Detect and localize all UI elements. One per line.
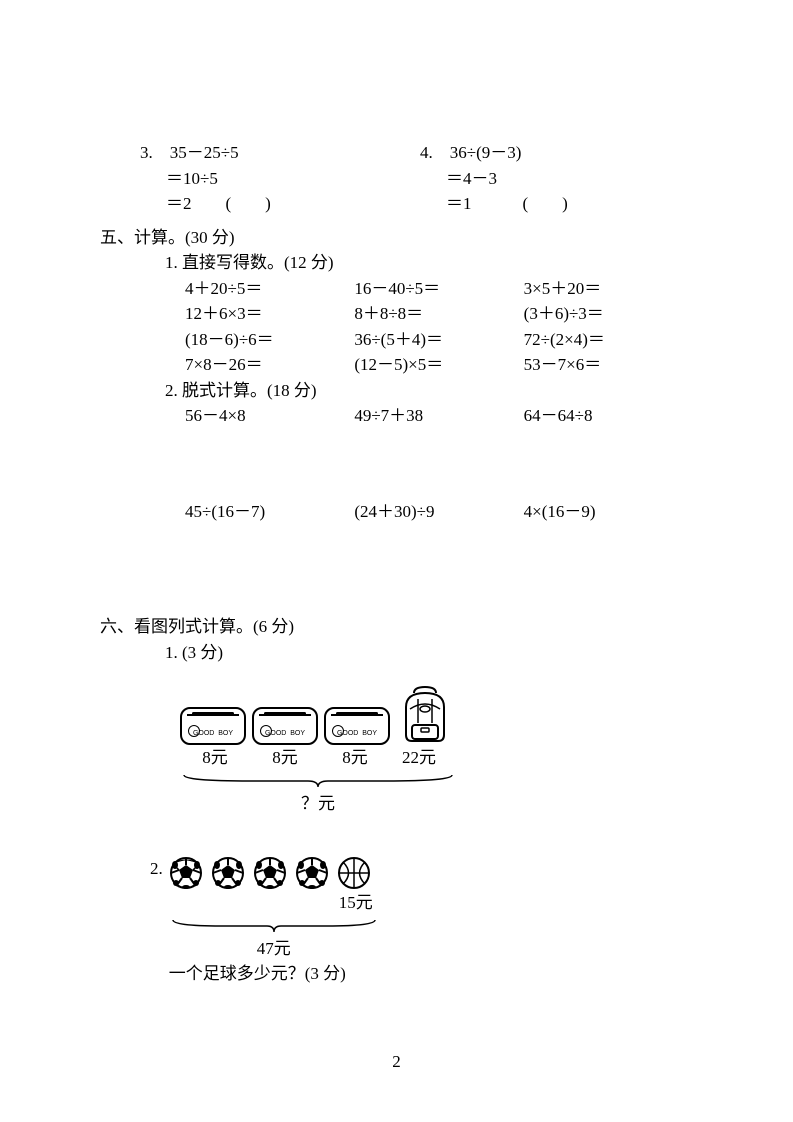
calc-2a: 12＋6×3＝ [185, 301, 354, 327]
calc-2b: 8＋8÷8＝ [354, 301, 523, 327]
calc-3c: 72÷(2×4)＝ [524, 327, 693, 353]
section-6-title: 六、看图列式计算。(6 分) [100, 614, 693, 640]
calc-row-2: 12＋6×3＝ 8＋8÷8＝ (3＋6)÷3＝ [185, 301, 693, 327]
figure-2-items [169, 856, 379, 890]
problem-4: 4. 36÷(9－3) ＝4－3 ＝1 ( ) [420, 140, 660, 217]
wr-1b: 49÷7＋38 [354, 403, 523, 429]
calc-3b: 36÷(5＋4)＝ [354, 327, 523, 353]
wr-2b: (24＋30)÷9 [354, 499, 523, 525]
section-6-2: 2. 15元 47元 一个足球多少元？(3 分) [100, 842, 693, 987]
figure-1-items: GOOD BOY GOOD BOY GOOD BOY [180, 685, 693, 745]
q3-num: 3. [140, 143, 153, 162]
brace-icon [180, 771, 456, 791]
problems-3-4: 3. 35－25÷5 ＝10÷5 ＝2 ( ) 4. 36÷(9－3) ＝4－3… [140, 140, 693, 217]
q4-num: 4. [420, 143, 433, 162]
price-case-1: 8元 [180, 745, 250, 771]
figure-2-price: 15元 [169, 890, 379, 916]
written-row-2: 45÷(16－7) (24＋30)÷9 4×(16－9) [185, 499, 693, 525]
total-2: 47元 [169, 936, 379, 962]
section-5-1-title: 1. 直接写得数。(12 分) [165, 250, 693, 276]
soccer-icon [211, 856, 245, 890]
calc-4a: 7×8－26＝ [185, 352, 354, 378]
section-5-title: 五、计算。(30 分) [100, 225, 693, 251]
worksheet-page: 3. 35－25÷5 ＝10÷5 ＝2 ( ) 4. 36÷(9－3) ＝4－3… [0, 0, 793, 987]
written-row-1: 56－4×8 49÷7＋38 64－64÷8 [185, 403, 693, 429]
backpack-icon [396, 685, 454, 745]
wr-1a: 56－4×8 [185, 403, 354, 429]
soccer-icon [169, 856, 203, 890]
total-1: ？元 [180, 791, 456, 817]
q3-step2: ＝2 [166, 194, 192, 213]
question-6-2: 一个足球多少元？(3 分) [169, 961, 379, 987]
calc-row-3: (18－6)÷6＝ 36÷(5＋4)＝ 72÷(2×4)＝ [185, 327, 693, 353]
q4-step2: ＝1 [446, 194, 472, 213]
q4-expr: 36÷(9－3) [450, 143, 522, 162]
price-bag: 22元 [390, 745, 448, 771]
q3-paren: ( ) [226, 194, 271, 213]
problem-3: 3. 35－25÷5 ＝10÷5 ＝2 ( ) [140, 140, 420, 217]
brace-2: 47元 [169, 916, 379, 962]
calc-row-4: 7×8－26＝ (12－5)×5＝ 53－7×6＝ [185, 352, 693, 378]
q3-step1: ＝10÷5 [166, 166, 420, 192]
wr-1c: 64－64÷8 [524, 403, 693, 429]
pencilcase-icon: GOOD BOY [324, 707, 390, 745]
q3-expr: 35－25÷5 [170, 143, 239, 162]
section-6-1-title: 1. (3 分) [165, 640, 693, 666]
wr-2a: 45÷(16－7) [185, 499, 354, 525]
calc-1b: 16－40÷5＝ [354, 276, 523, 302]
calc-3a: (18－6)÷6＝ [185, 327, 354, 353]
calc-row-1: 4＋20÷5＝ 16－40÷5＝ 3×5＋20＝ [185, 276, 693, 302]
price-case-3: 8元 [320, 745, 390, 771]
section-6-2-num: 2. [150, 856, 163, 882]
basketball-icon [337, 856, 371, 890]
q4-paren: ( ) [523, 194, 568, 213]
page-number: 2 [0, 1052, 793, 1072]
calc-2c: (3＋6)÷3＝ [524, 301, 693, 327]
price-basketball: 15元 [339, 890, 373, 916]
q4-step1: ＝4－3 [446, 166, 660, 192]
pencilcase-icon: GOOD BOY [180, 707, 246, 745]
wr-2c: 4×(16－9) [524, 499, 693, 525]
figure-1-prices: 8元 8元 8元 22元 [180, 745, 693, 771]
brace-1: ？元 [180, 771, 456, 817]
pencilcase-icon: GOOD BOY [252, 707, 318, 745]
calc-4b: (12－5)×5＝ [354, 352, 523, 378]
soccer-icon [295, 856, 329, 890]
calc-4c: 53－7×6＝ [524, 352, 693, 378]
brace-icon [169, 916, 379, 936]
soccer-icon [253, 856, 287, 890]
price-case-2: 8元 [250, 745, 320, 771]
calc-1a: 4＋20÷5＝ [185, 276, 354, 302]
section-5-2-title: 2. 脱式计算。(18 分) [165, 378, 693, 404]
calc-1c: 3×5＋20＝ [524, 276, 693, 302]
